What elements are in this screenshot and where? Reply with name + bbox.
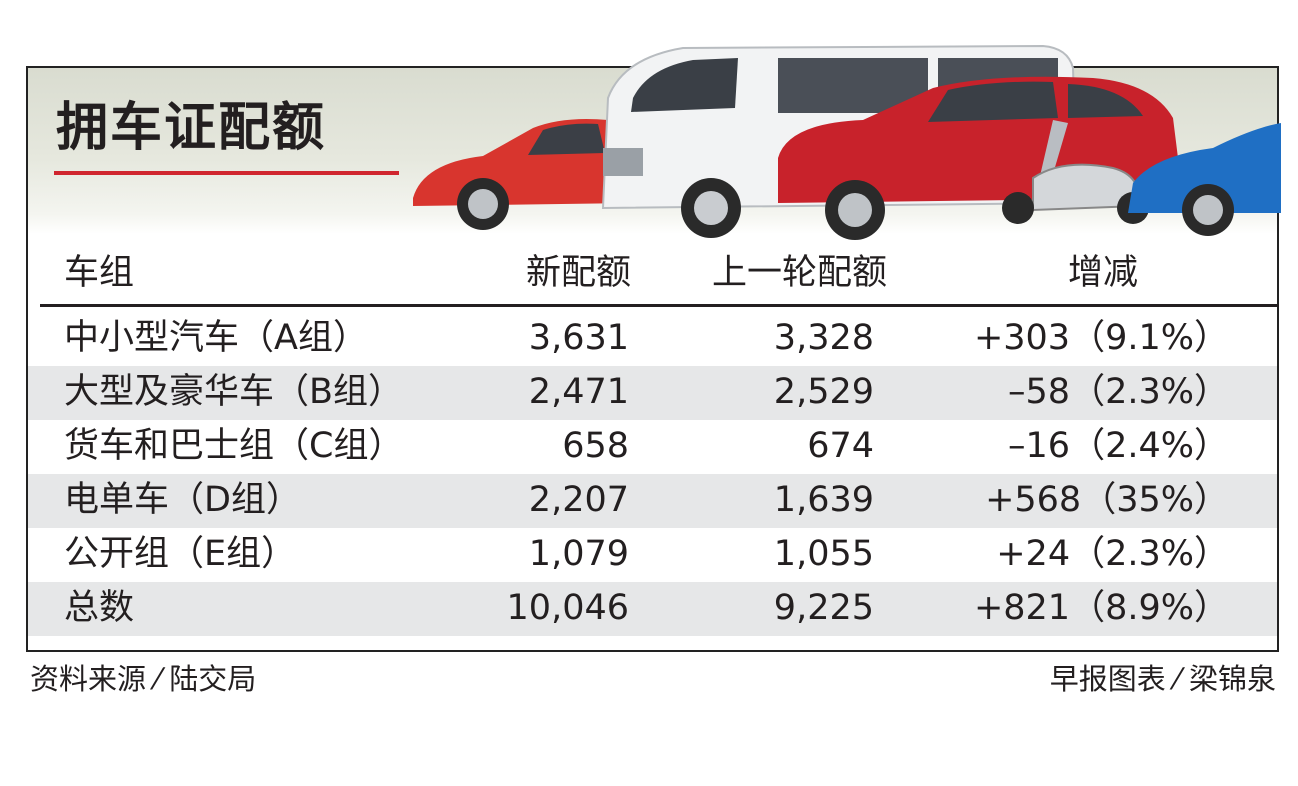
cell-change: +568（35%）: [985, 480, 1229, 520]
table-row: 公开组（E组） 1,079 1,055 +24（2.3%）: [28, 528, 1277, 582]
cell-new: 658: [562, 426, 629, 466]
cell-change: –58（2.3%）: [1008, 372, 1229, 412]
cell-prev: 674: [807, 426, 874, 466]
cell-new: 1,079: [528, 534, 629, 574]
title-underline: [54, 171, 399, 175]
cell-new: 3,631: [528, 318, 629, 358]
header-rule: [40, 304, 1279, 307]
column-header-group: 车组: [64, 253, 135, 293]
column-header-prev: 上一轮配额: [712, 253, 888, 293]
cell-group: 总数: [64, 588, 135, 628]
red-hatchback-icon: [413, 119, 633, 230]
table-row: 大型及豪华车（B组） 2,471 2,529 –58（2.3%）: [28, 366, 1277, 420]
cell-change: –16（2.4%）: [1008, 426, 1229, 466]
cell-group: 电单车（D组）: [64, 480, 301, 520]
column-header-change: 增减: [1068, 253, 1139, 293]
cell-prev: 2,529: [773, 372, 874, 412]
table-row: 中小型汽车（A组） 3,631 3,328 +303（9.1%）: [28, 312, 1277, 366]
page-title: 拥车证配额: [56, 98, 327, 158]
quota-table-panel: 拥车证配额 车组 新配额 上一轮配额 增减 中小型汽车（A组） 3,631 3,…: [26, 44, 1281, 652]
cell-change: +821（8.9%）: [973, 588, 1229, 628]
table-row: 货车和巴士组（C组） 658 674 –16（2.4%）: [28, 420, 1277, 474]
source-note: 资料来源 ⁄ 陆交局: [30, 662, 257, 696]
vehicles-illustration: [413, 44, 1281, 240]
column-header-new: 新配额: [526, 253, 632, 293]
cell-new: 2,471: [528, 372, 629, 412]
cell-new: 2,207: [528, 480, 629, 520]
cell-group: 公开组（E组）: [64, 534, 297, 574]
cell-new: 10,046: [506, 588, 629, 628]
cell-prev: 3,328: [773, 318, 874, 358]
table-row-total: 总数 10,046 9,225 +821（8.9%）: [28, 582, 1277, 636]
cell-group: 中小型汽车（A组）: [64, 318, 368, 358]
cell-prev: 1,055: [773, 534, 874, 574]
blue-sports-car-icon: [1128, 123, 1281, 236]
scooter-icon: [1002, 120, 1149, 224]
cell-prev: 1,639: [773, 480, 874, 520]
cell-prev: 9,225: [773, 588, 874, 628]
cell-group: 货车和巴士组（C组）: [64, 426, 404, 466]
cell-group: 大型及豪华车（B组）: [64, 372, 404, 412]
cell-change: +24（2.3%）: [996, 534, 1229, 574]
credit-note: 早报图表 ⁄ 梁锦泉: [1049, 662, 1276, 696]
cell-change: +303（9.1%）: [973, 318, 1229, 358]
table-row: 电单车（D组） 2,207 1,639 +568（35%）: [28, 474, 1277, 528]
